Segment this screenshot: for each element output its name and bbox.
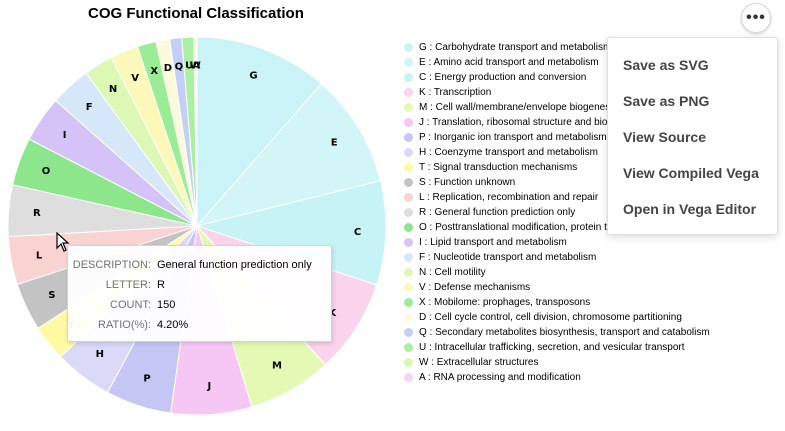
legend-swatch (404, 238, 413, 247)
tooltip: DESCRIPTION: General function prediction… (67, 245, 332, 342)
pie-label-m: M (272, 360, 282, 371)
pie-label-c: C (354, 227, 361, 238)
legend-swatch (404, 313, 413, 322)
legend-swatch (404, 268, 413, 277)
legend-swatch (404, 208, 413, 217)
actions-menu-button[interactable]: ••• (741, 3, 771, 33)
legend-swatch (404, 298, 413, 307)
tooltip-row-letter: LETTER: R (68, 277, 331, 293)
legend-label: W : Extracellular structures (419, 357, 539, 368)
pie-label-e: E (331, 137, 338, 148)
pie-label-v: V (131, 73, 139, 84)
legend-label: K : Transcription (419, 87, 492, 98)
menu-item-save-svg[interactable]: Save as SVG (623, 57, 709, 73)
legend-label: H : Coenzyme transport and metabolism (419, 147, 598, 158)
legend-label: E : Amino acid transport and metabolism (419, 57, 599, 68)
actions-menu: Save as SVG Save as PNG View Source View… (607, 37, 778, 235)
tooltip-value-letter: R (157, 279, 165, 291)
pie-label-i: I (63, 130, 67, 141)
tooltip-key-count: COUNT: (110, 299, 151, 311)
legend-label: G : Carbohydrate transport and metabolis… (419, 42, 612, 53)
legend-label: U : Intracellular trafficking, secretion… (419, 342, 685, 353)
legend-swatch (404, 163, 413, 172)
pie-label-r: R (33, 208, 41, 219)
legend-swatch (404, 343, 413, 352)
pie-label-l: L (36, 251, 43, 262)
pie-label-d: D (164, 63, 172, 74)
legend-swatch (404, 58, 413, 67)
legend-label: R : General function prediction only (419, 207, 576, 218)
menu-item-save-png[interactable]: Save as PNG (623, 93, 710, 109)
legend-label: T : Signal transduction mechanisms (419, 162, 578, 173)
tooltip-value-count: 150 (157, 299, 176, 311)
legend-label: F : Nucleotide transport and metabolism (419, 252, 597, 263)
pie-label-o: O (42, 166, 51, 177)
pie-label-g: G (249, 71, 257, 82)
legend-swatch (404, 253, 413, 262)
legend-label: I : Lipid transport and metabolism (419, 237, 567, 248)
pie-label-p: P (143, 374, 150, 385)
pie-label-x: X (150, 66, 158, 77)
pie-label-n: N (109, 84, 117, 95)
legend-swatch (404, 133, 413, 142)
pie-slice-a[interactable] (195, 36, 198, 227)
tooltip-key-description: DESCRIPTION: (72, 259, 151, 271)
legend-swatch (404, 373, 413, 382)
legend-swatch (404, 103, 413, 112)
tooltip-row-description: DESCRIPTION: General function prediction… (68, 257, 331, 273)
pie-slice-c[interactable] (195, 180, 387, 286)
legend-swatch (404, 223, 413, 232)
legend-label: D : Cell cycle control, cell division, c… (419, 312, 682, 323)
legend-label: C : Energy production and conversion (419, 72, 587, 83)
tooltip-row-ratio: RATIO(%): 4.20% (68, 317, 331, 333)
pie-label-s: S (48, 290, 55, 301)
legend-label: S : Function unknown (419, 177, 516, 188)
pie-label-q: Q (175, 61, 184, 72)
tooltip-key-letter: LETTER: (105, 279, 151, 291)
legend-swatch (404, 88, 413, 97)
legend-label: N : Cell motility (419, 267, 486, 278)
legend-label: M : Cell wall/membrane/envelope biogenes… (419, 102, 618, 113)
chart-title: COG Functional Classification (88, 5, 304, 22)
legend-label: V : Defense mechanisms (419, 282, 531, 293)
tooltip-value-description: General function prediction only (157, 259, 312, 271)
pie-slice-g[interactable] (196, 36, 323, 228)
pie-label-a: A (193, 60, 201, 71)
legend-label: Q : Secondary metabolites biosynthesis, … (419, 327, 710, 338)
pie-label-u: U (185, 61, 193, 72)
legend-swatch (404, 358, 413, 367)
legend-swatch (404, 73, 413, 82)
tooltip-row-count: COUNT: 150 (68, 297, 331, 313)
legend-swatch (404, 118, 413, 127)
legend-swatch (404, 148, 413, 157)
legend-label: X : Mobilome: prophages, transposons (419, 297, 591, 308)
menu-item-open-vega-editor[interactable]: Open in Vega Editor (623, 201, 757, 217)
legend-swatch (404, 328, 413, 337)
pie-slice-e[interactable] (195, 82, 382, 227)
menu-item-view-source[interactable]: View Source (623, 129, 707, 145)
mouse-cursor-icon (56, 232, 70, 252)
legend-swatch (404, 43, 413, 52)
legend-swatch (404, 283, 413, 292)
legend-label: J : Translation, ribosomal structure and… (419, 117, 642, 128)
legend-label: P : Inorganic ion transport and metaboli… (419, 132, 607, 143)
tooltip-key-ratio: RATIO(%): (98, 319, 151, 331)
pie-label-j: J (207, 381, 212, 392)
pie-label-h: H (96, 349, 104, 360)
legend-swatch (404, 193, 413, 202)
legend-label: L : Replication, recombination and repai… (419, 192, 599, 203)
pie-label-f: F (86, 102, 93, 113)
tooltip-value-ratio: 4.20% (157, 319, 189, 331)
legend-swatch (404, 178, 413, 187)
pie-label-k: K (328, 308, 337, 319)
legend-label: A : RNA processing and modification (419, 372, 581, 383)
pie-label-w: W (190, 60, 201, 71)
menu-item-view-compiled-vega[interactable]: View Compiled Vega (623, 165, 759, 181)
legend-label: O : Posttranslational modification, prot… (419, 222, 699, 233)
